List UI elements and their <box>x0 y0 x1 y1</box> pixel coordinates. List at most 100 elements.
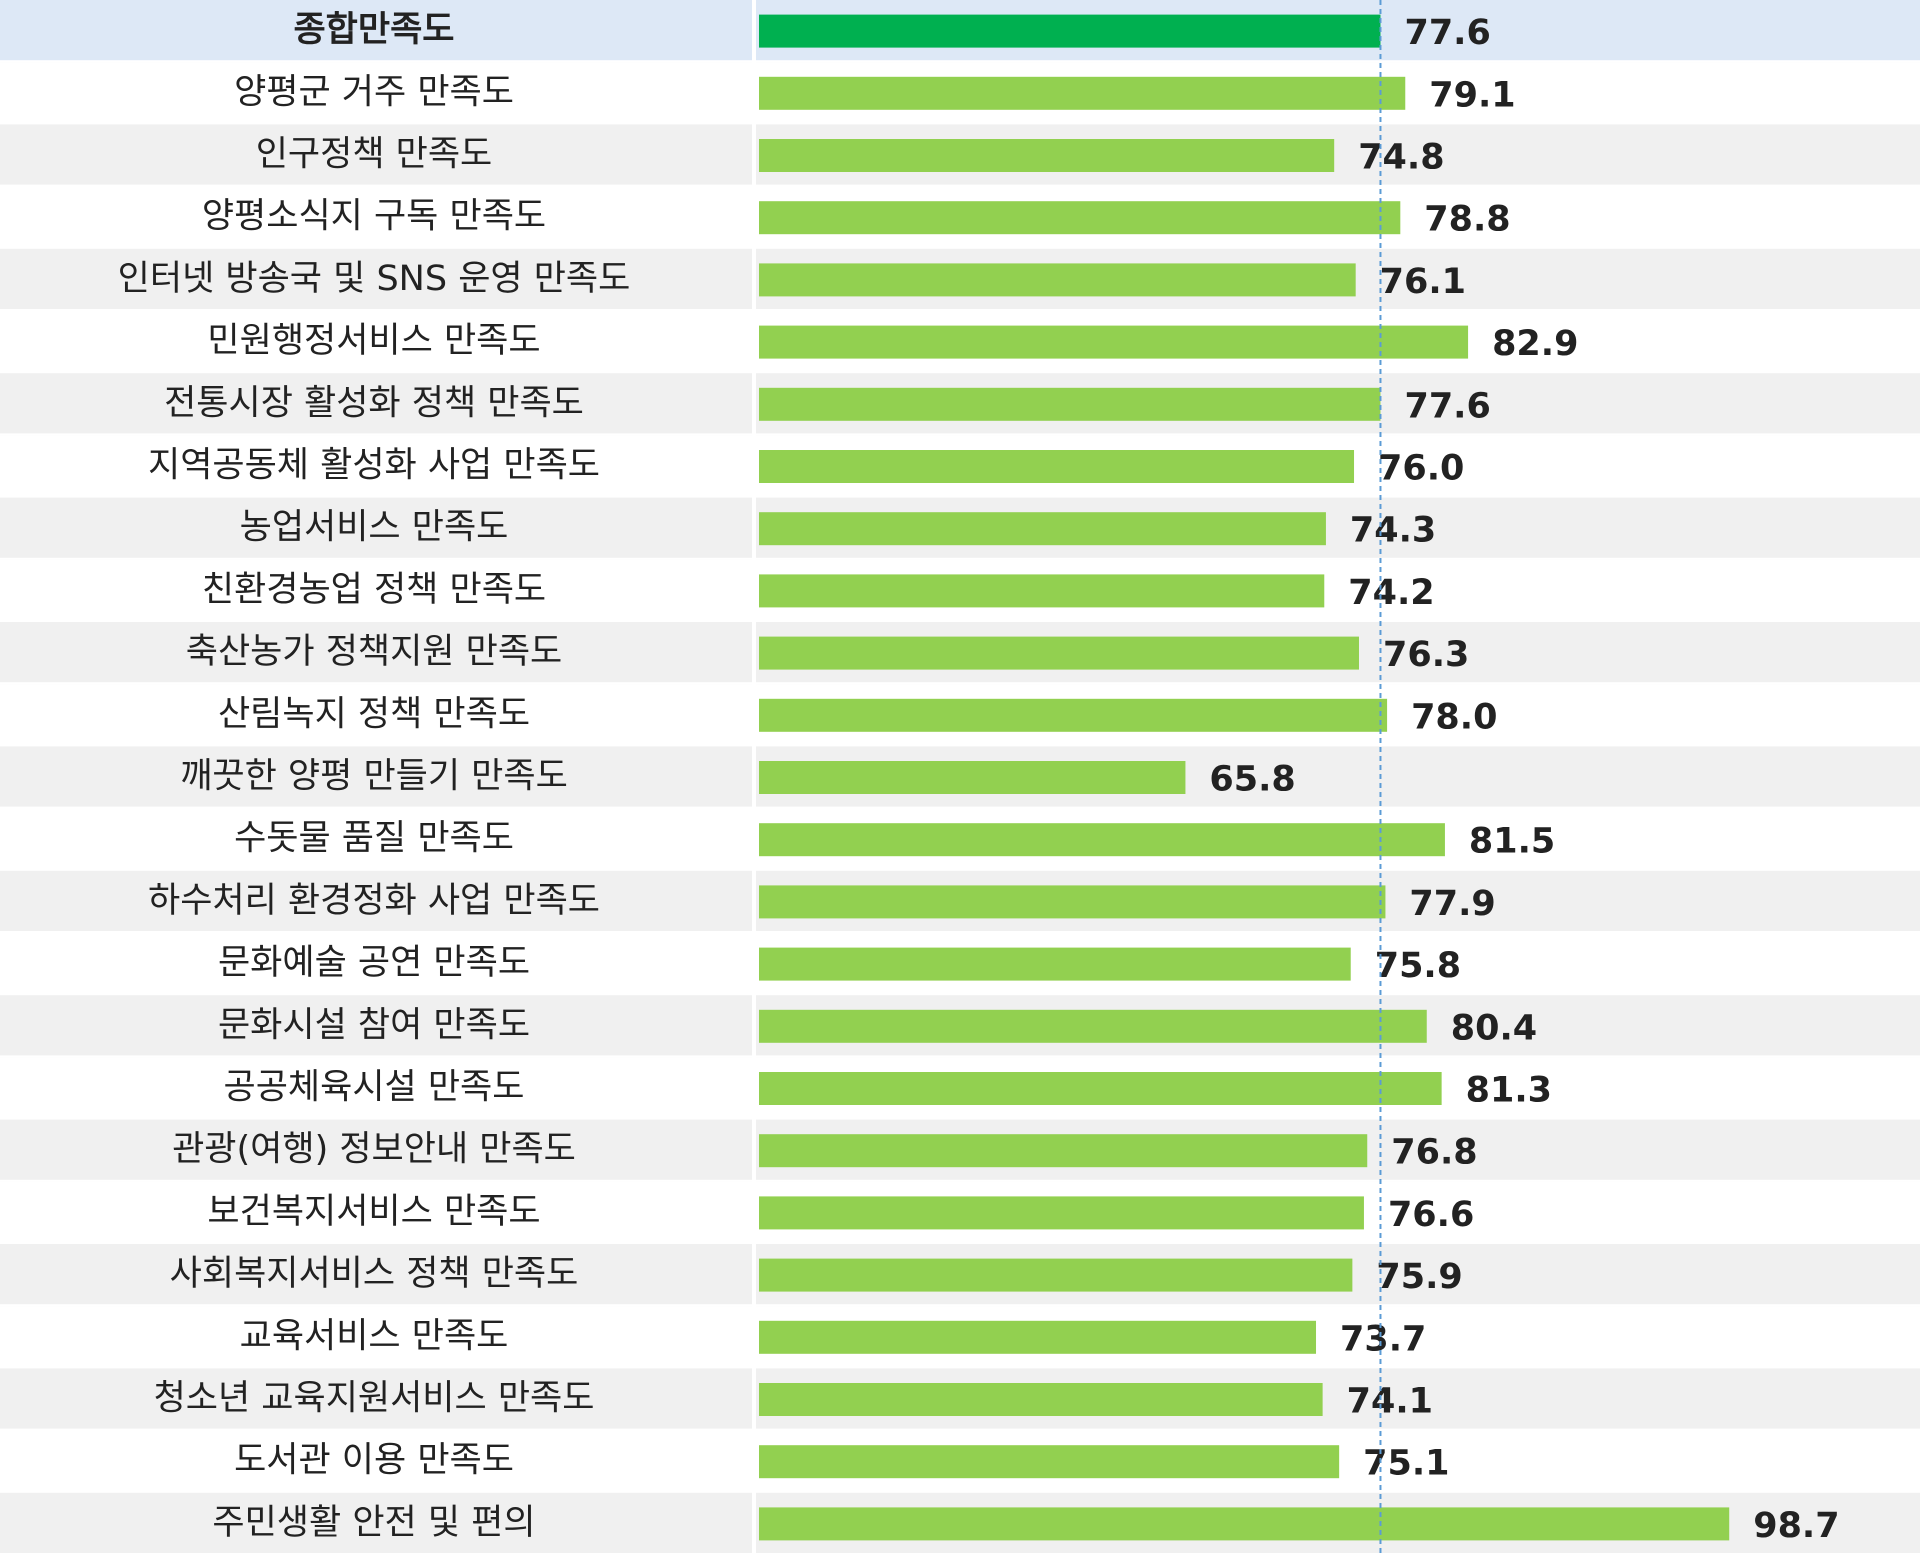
category-label: 청소년 교육지원서비스 만족도 <box>154 1379 595 1419</box>
category-label: 종합만족도 <box>293 10 454 50</box>
value-label: 76.1 <box>1380 262 1466 302</box>
row-separator <box>0 1366 1920 1369</box>
bar <box>759 1134 1368 1168</box>
bar <box>759 1258 1353 1292</box>
value-label: 76.8 <box>1391 1133 1477 1173</box>
row-separator <box>0 371 1920 374</box>
value-label: 74.2 <box>1348 573 1434 613</box>
value-label: 65.8 <box>1209 760 1295 800</box>
bar <box>759 698 1388 732</box>
row-separator <box>0 806 1920 809</box>
bar <box>759 1320 1317 1354</box>
row-separator <box>0 620 1920 622</box>
row-separator <box>0 1304 1920 1307</box>
category-label: 민원행정서비스 만족도 <box>207 321 540 361</box>
row-separator <box>0 1117 1920 1120</box>
row-separator <box>0 495 1920 498</box>
value-label: 81.3 <box>1466 1071 1552 1111</box>
category-label: 양평군 거주 만족도 <box>234 72 514 112</box>
value-label: 82.9 <box>1492 324 1578 364</box>
bar <box>759 761 1186 794</box>
bar <box>759 14 1381 48</box>
row-separator <box>0 184 1920 187</box>
category-label: 공공체육시설 만족도 <box>224 1068 525 1108</box>
row-separator <box>0 1179 1920 1182</box>
value-label: 77.6 <box>1404 386 1490 426</box>
row-separator <box>0 1242 1920 1244</box>
category-label: 지역공동체 활성화 사업 만족도 <box>148 446 600 486</box>
value-label: 77.9 <box>1409 884 1495 924</box>
row-separator <box>0 1428 1920 1431</box>
value-label: 75.9 <box>1376 1257 1462 1297</box>
row-separator <box>0 1490 1920 1493</box>
category-label: 주민생활 안전 및 편의 <box>212 1503 535 1543</box>
row-separator <box>0 1055 1920 1058</box>
value-label: 75.1 <box>1363 1444 1449 1484</box>
row-separator <box>0 309 1920 311</box>
bar <box>759 1445 1340 1479</box>
bar <box>759 387 1381 421</box>
row-separator <box>0 682 1920 685</box>
category-label: 문화예술 공연 만족도 <box>218 943 530 983</box>
value-label: 73.7 <box>1340 1319 1426 1359</box>
value-label: 75.8 <box>1375 946 1461 986</box>
value-label: 98.7 <box>1753 1506 1839 1546</box>
bar <box>759 1196 1364 1230</box>
bar <box>759 512 1326 546</box>
category-label: 인구정책 만족도 <box>256 135 493 175</box>
bar <box>759 263 1356 297</box>
bar <box>759 450 1355 483</box>
value-label: 78.8 <box>1424 200 1510 240</box>
bar <box>759 76 1406 110</box>
bar <box>759 1383 1323 1416</box>
bar <box>759 823 1445 857</box>
category-label: 산림녹지 정책 만족도 <box>218 694 530 734</box>
category-label: 양평소식지 구독 만족도 <box>202 197 546 237</box>
category-label: 교육서비스 만족도 <box>240 1316 509 1356</box>
value-label: 74.1 <box>1347 1382 1433 1422</box>
category-label: 보건복지서비스 만족도 <box>207 1192 540 1232</box>
value-label: 76.3 <box>1383 635 1469 675</box>
row-separator <box>0 993 1920 996</box>
row-separator <box>0 931 1920 933</box>
category-label: 축산농가 정책지원 만족도 <box>186 632 562 672</box>
row-separator <box>0 433 1920 436</box>
row-separator <box>0 60 1920 63</box>
row-separator <box>0 744 1920 747</box>
value-label: 79.1 <box>1429 75 1515 115</box>
category-label: 사회복지서비스 정책 만족도 <box>170 1254 579 1294</box>
row-separator <box>0 122 1920 125</box>
bar <box>759 1009 1427 1043</box>
bar <box>759 1507 1730 1541</box>
value-label: 77.6 <box>1404 13 1490 53</box>
value-label: 76.0 <box>1378 449 1464 489</box>
bar <box>759 139 1335 172</box>
bar <box>759 201 1401 235</box>
bar <box>759 1072 1442 1105</box>
value-label: 78.0 <box>1411 697 1497 737</box>
bar <box>759 636 1359 670</box>
category-label: 친환경농업 정책 만족도 <box>202 570 546 610</box>
value-label: 81.5 <box>1469 822 1555 862</box>
column-divider <box>752 0 756 1555</box>
value-label: 80.4 <box>1451 1008 1537 1048</box>
category-label: 전통시장 활성화 정책 만족도 <box>164 383 584 423</box>
category-label: 도서관 이용 만족도 <box>234 1441 514 1481</box>
category-label: 깨끗한 양평 만들기 만족도 <box>180 757 568 797</box>
row-separator <box>0 557 1920 560</box>
value-label: 76.6 <box>1388 1195 1474 1235</box>
category-label: 인터넷 방송국 및 SNS 운영 만족도 <box>118 259 631 299</box>
bar <box>759 574 1325 608</box>
category-label: 하수처리 환경정화 사업 만족도 <box>148 881 600 921</box>
bar <box>759 885 1386 919</box>
bar <box>759 947 1351 981</box>
row-separator <box>0 868 1920 871</box>
category-label: 문화시설 참여 만족도 <box>218 1005 530 1045</box>
category-label: 농업서비스 만족도 <box>240 508 509 548</box>
value-label: 74.8 <box>1358 138 1444 178</box>
category-label: 관광(여행) 정보안내 만족도 <box>172 1130 576 1170</box>
row-separator <box>0 246 1920 249</box>
bar <box>759 325 1469 359</box>
row-separator <box>0 1553 1920 1555</box>
